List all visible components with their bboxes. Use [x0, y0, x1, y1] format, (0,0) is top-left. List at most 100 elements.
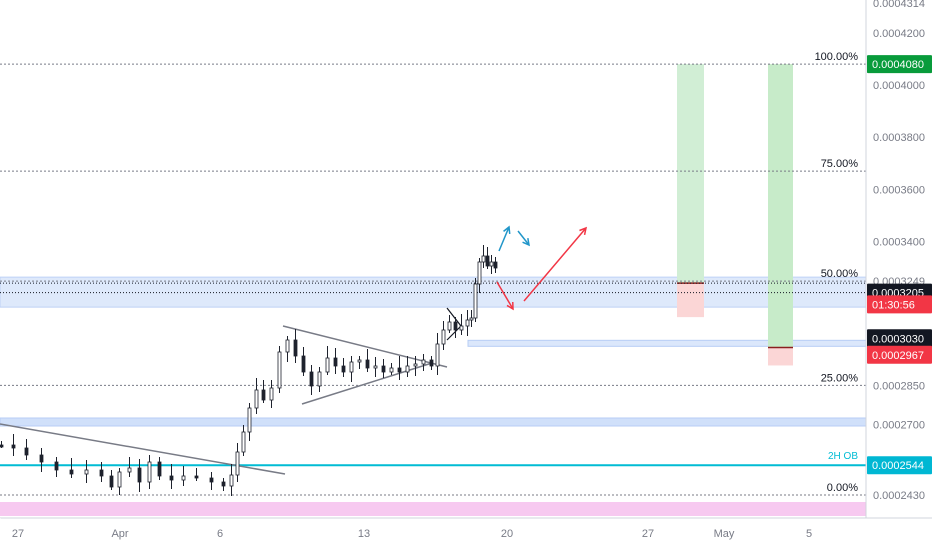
- candle-body: [54, 461, 59, 471]
- price-tick-label: 0.0002850: [873, 380, 925, 392]
- fib-label: 50.00%: [821, 268, 859, 280]
- price-tick-label: 0.0004200: [873, 28, 925, 40]
- candle-body: [469, 317, 474, 321]
- time-tick-label: 13: [358, 528, 370, 540]
- candle-body: [147, 461, 152, 483]
- arrow-up-red: [523, 227, 587, 302]
- candle-body: [453, 321, 458, 331]
- candle-body: [441, 329, 446, 345]
- candle-body: [241, 431, 246, 453]
- candle-body: [84, 469, 89, 475]
- candle-body: [235, 451, 240, 476]
- candle-body: [413, 363, 418, 367]
- time-tick-label: 27: [12, 528, 24, 540]
- price-tick-label: 0.0004314: [873, 0, 925, 10]
- time-axis[interactable]: 27 Apr 6 13 20 27 May 5: [0, 517, 932, 550]
- candle-body: [381, 365, 386, 373]
- price-tick-label: 0.0002700: [873, 419, 925, 431]
- candle-body: [405, 365, 410, 373]
- price-tag: [867, 329, 932, 348]
- price-tag-label: 0.0003030: [872, 333, 924, 345]
- candle-body: [221, 481, 226, 487]
- candle-body: [247, 407, 252, 433]
- candle-body: [194, 475, 199, 479]
- fib-label: 25.00%: [821, 372, 859, 384]
- time-tick-label: 27: [642, 528, 654, 540]
- triangle-upper-line: [282, 325, 448, 368]
- candle-body: [269, 387, 274, 401]
- time-tick-label: 5: [806, 528, 812, 540]
- stop-box-1: [677, 283, 704, 318]
- candle-body: [285, 339, 290, 353]
- arrow-down-red: [496, 281, 514, 310]
- arrow-down-blue: [517, 230, 530, 246]
- candle-body: [11, 444, 16, 449]
- candle-body: [481, 255, 486, 263]
- stop-box-2: [768, 347, 793, 366]
- candle-body: [485, 255, 490, 267]
- price-tag-label: 0.0002544: [872, 460, 924, 472]
- candle-body: [341, 365, 346, 373]
- price-tick-label: 0.0003600: [873, 184, 925, 196]
- zones-layer: [0, 64, 867, 516]
- time-tick-label: 6: [217, 528, 223, 540]
- candle-body: [421, 359, 426, 365]
- ob-label: 2H OB: [828, 451, 858, 462]
- candle-body: [99, 469, 104, 477]
- fib-levels: 100.00% 75.00% 50.00% 25.00% 0.00% 2H OB: [0, 51, 866, 496]
- target-box-2: [768, 64, 793, 348]
- candle-body: [459, 325, 464, 331]
- candle-body: [181, 475, 186, 481]
- time-tick-label: 20: [501, 528, 513, 540]
- candle-body: [293, 339, 298, 357]
- price-tick-label: 0.0003800: [873, 132, 925, 144]
- candle-body: [127, 467, 132, 473]
- target-box-1: [677, 64, 704, 284]
- candle-body: [209, 477, 214, 483]
- candle-body: [317, 371, 322, 387]
- triangle-lower-line: [301, 362, 433, 405]
- arrow-up-blue-head: [503, 225, 511, 235]
- candle-body: [309, 371, 314, 387]
- candle-body: [365, 359, 370, 369]
- breakout-zone: [467, 339, 867, 347]
- candle-body: [109, 475, 114, 488]
- arrow-up-red-head: [579, 226, 588, 236]
- candle-body: [489, 261, 494, 267]
- candle-body: [117, 471, 122, 488]
- price-axis[interactable]: 0.0004314 0.0004200 0.0004000 0.0003800 0.00…: [865, 0, 932, 518]
- fib-label: 75.00%: [821, 158, 859, 170]
- time-tick-label: Apr: [111, 528, 128, 540]
- candle-body: [397, 367, 402, 373]
- candle-body: [435, 343, 440, 367]
- candle-body: [429, 359, 434, 367]
- price-tick-label: 0.0004000: [873, 80, 925, 92]
- price-tag: [867, 345, 932, 364]
- time-tick-label: May: [714, 528, 735, 540]
- price-tag-label: 01:30:56: [872, 299, 915, 311]
- arrow-down-red-head: [506, 301, 514, 311]
- price-tag-label: 0.0004080: [872, 59, 924, 71]
- projection-arrows: [496, 225, 588, 311]
- candle-body: [24, 447, 29, 456]
- arrow-down-blue-head: [522, 237, 530, 247]
- candle-body: [229, 474, 234, 487]
- candle-body: [493, 261, 498, 269]
- price-tick-label: 0.0002430: [873, 490, 925, 502]
- candle-body: [157, 461, 162, 477]
- candle-body: [254, 389, 259, 409]
- candle-body: [389, 367, 394, 373]
- candle-body: [137, 467, 142, 483]
- price-tag: [867, 55, 932, 74]
- support-zone: [0, 417, 867, 427]
- candle-body: [261, 389, 266, 401]
- candle-body: [473, 283, 478, 319]
- trend-lines: [0, 307, 462, 475]
- candle-body: [333, 357, 338, 367]
- candles: [0, 245, 498, 496]
- candle-body: [465, 319, 470, 327]
- candle-body: [447, 321, 452, 331]
- candle-body: [477, 261, 482, 285]
- price-tag-label: 0.0002967: [872, 350, 924, 362]
